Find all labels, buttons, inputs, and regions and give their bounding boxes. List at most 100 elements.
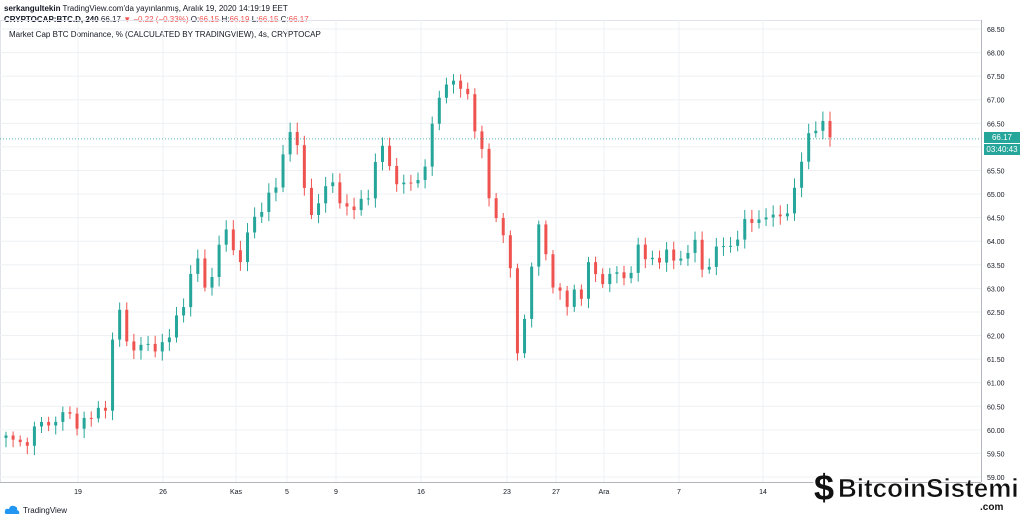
candle-body [658,257,662,263]
candle-body [309,187,313,215]
candle-body [253,216,257,233]
candle-body [771,214,775,218]
candle-body [821,120,825,131]
candle-body [167,337,171,343]
x-tick-label: 26 [159,489,167,496]
candle-body [586,262,590,299]
candle-body [217,244,221,277]
candle-body [61,412,65,422]
candle-body [274,187,278,193]
candle-body [224,229,228,245]
candle-body [111,339,115,411]
high-label: H: [221,15,230,24]
candle-body [729,245,733,247]
candle-body [643,244,647,260]
candle-body [395,166,399,185]
candle-body [558,287,562,291]
candle-body [665,249,669,263]
candle-body [608,273,612,285]
candle-body [366,198,370,200]
candle-body [267,192,271,212]
tradingview-brand: TradingView [23,505,68,515]
candle-body [437,97,441,124]
candle-body [317,203,321,215]
candle-body [721,246,725,248]
candle-body [629,272,633,279]
countdown-badge: 03:40:43 [984,144,1020,155]
candle-body [480,131,484,149]
candle-body [196,258,200,274]
candle-body [594,262,598,275]
candle-body [707,266,711,270]
y-tick-label: 62.00 [987,334,1005,341]
open-label: O: [190,15,200,24]
low-value: 66.15 [258,15,279,24]
svg-text:.com: .com [980,502,1003,513]
symbol-label[interactable]: CRYPTOCAP:BTC.D, 240 [4,15,99,24]
y-tick-label: 68.00 [987,51,1005,58]
last-price-badge: 66.17 [984,132,1020,143]
svg-text:BitcoinSistemi: BitcoinSistemi [838,473,1018,503]
candle-body [601,274,605,285]
x-tick-label: 27 [552,489,560,496]
candle-body [579,289,583,299]
candle-body [189,273,193,308]
candle-body [523,318,527,354]
high-value: 66.19 [229,15,250,24]
candle-body [423,166,427,181]
x-tick-label: 5 [285,489,289,496]
x-tick-label: 14 [759,489,767,496]
y-tick-label: 68.50 [987,27,1005,34]
candle-body [430,123,434,167]
candle-body [501,218,505,236]
publish-line: serkangultekin TradingView.com'da yayınl… [4,3,309,14]
y-tick-label: 65.00 [987,192,1005,199]
y-tick-label: 67.50 [987,74,1005,81]
y-tick-label: 63.50 [987,263,1005,270]
candle-body [636,244,640,273]
candle-body [551,254,555,288]
candle-body [352,206,356,211]
candle-body [238,250,242,263]
candle-body [281,154,285,188]
candle-body [402,182,406,185]
candle-body [380,145,384,162]
candle-body [373,161,377,199]
candle-body [736,239,740,246]
candle-body [459,80,463,89]
symbol-line: CRYPTOCAP:BTC.D, 240 66.17 ▼ −0.22 (−0.3… [4,14,309,25]
x-tick-label: 7 [677,489,681,496]
candle-body [515,268,519,354]
x-tick-label: 9 [334,489,338,496]
y-tick-label: 61.00 [987,381,1005,388]
candle-body [622,272,626,279]
candle-body [32,426,36,446]
tradingview-footer[interactable]: TradingView [4,505,67,515]
candle-body [615,272,619,274]
candle-body [693,239,697,253]
author-name[interactable]: serkangultekin [4,4,61,13]
candle-body [203,258,207,288]
candle-body [800,161,804,188]
candle-body [359,198,363,211]
candle-body [139,344,143,351]
cloud-icon [4,505,20,514]
candle-body [466,88,470,95]
candle-body [4,435,8,438]
x-tick-label: Kas [230,489,243,496]
candle-body [700,239,704,270]
candle-body [416,180,420,184]
y-tick-label: 64.00 [987,239,1005,246]
candle-body [40,421,44,427]
candle-body [487,148,491,199]
y-tick-label: 61.50 [987,357,1005,364]
candle-body [174,315,178,338]
candle-body [743,218,747,240]
low-label: L: [251,15,259,24]
candle-body [146,343,150,345]
candle-body [96,407,100,419]
candle-body [828,120,832,138]
chart-title: Market Cap BTC Dominance, % (CALCULATED … [9,30,321,39]
candle-body [246,232,250,263]
